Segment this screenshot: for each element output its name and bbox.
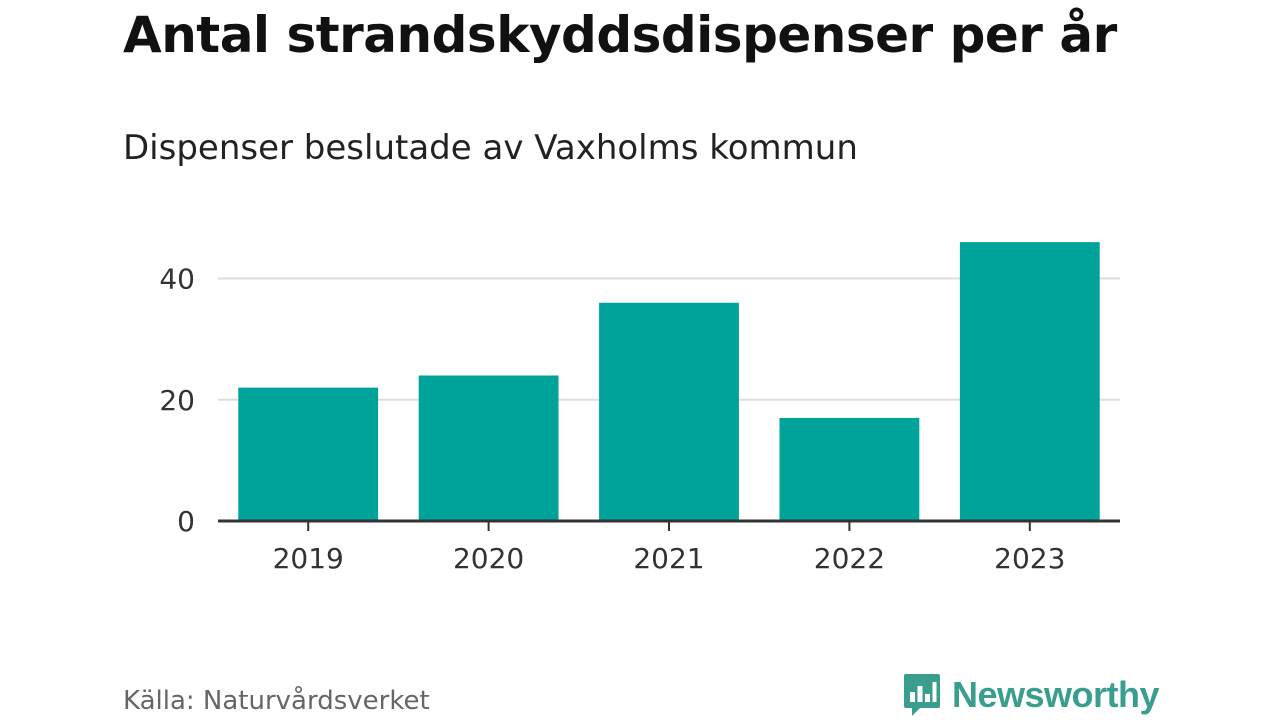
axes: 0 20 40 2019 2020 2021 2022 2023 [159,263,1120,575]
source-note: Källa: Naturvårdsverket [123,686,430,716]
x-tick-label: 2021 [633,542,704,575]
x-tick-label: 2020 [453,542,524,575]
brand-logo: Newsworthy [902,672,1160,718]
chart-subtitle: Dispenser beslutade av Vaxholms kommun [123,128,858,168]
x-tick-label: 2022 [814,542,885,575]
x-tick-label: 2023 [994,542,1065,575]
bar-2022 [779,417,920,521]
y-tick-label: 40 [159,263,195,296]
brand-name: Newsworthy [952,674,1160,715]
y-tick-label: 0 [177,505,195,538]
bars [238,242,1100,521]
x-tick-label: 2019 [273,542,344,575]
bar-2019 [238,387,379,521]
bar-2020 [418,375,559,521]
chart-title: Antal strandskyddsdispenser per år [123,6,1117,64]
y-tick-label: 20 [159,384,195,417]
bar-2021 [599,302,739,521]
bar-2023 [959,242,1100,521]
newsworthy-logo-icon [904,674,940,716]
